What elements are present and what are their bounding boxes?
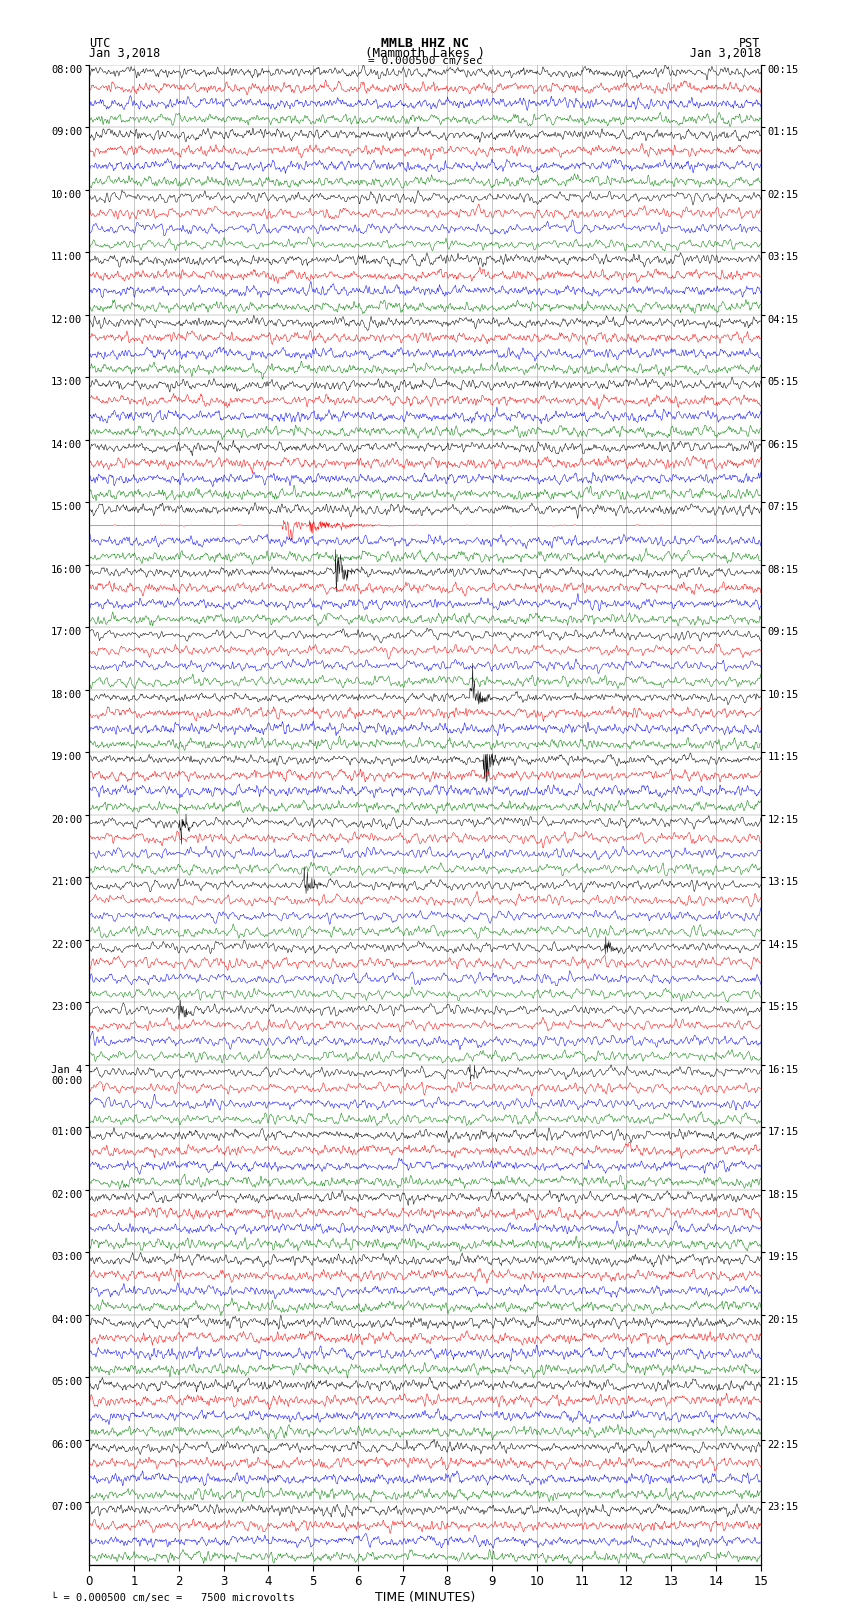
Text: = 0.000500 cm/sec: = 0.000500 cm/sec [367,56,483,66]
Text: └ = 0.000500 cm/sec =   7500 microvolts: └ = 0.000500 cm/sec = 7500 microvolts [51,1594,295,1603]
Text: PST: PST [740,37,761,50]
Text: Jan 3,2018: Jan 3,2018 [89,47,161,60]
X-axis label: TIME (MINUTES): TIME (MINUTES) [375,1590,475,1603]
Text: Jan 3,2018: Jan 3,2018 [689,47,761,60]
Text: (Mammoth Lakes ): (Mammoth Lakes ) [365,47,485,60]
Text: UTC: UTC [89,37,110,50]
Text: MMLB HHZ NC: MMLB HHZ NC [381,37,469,50]
